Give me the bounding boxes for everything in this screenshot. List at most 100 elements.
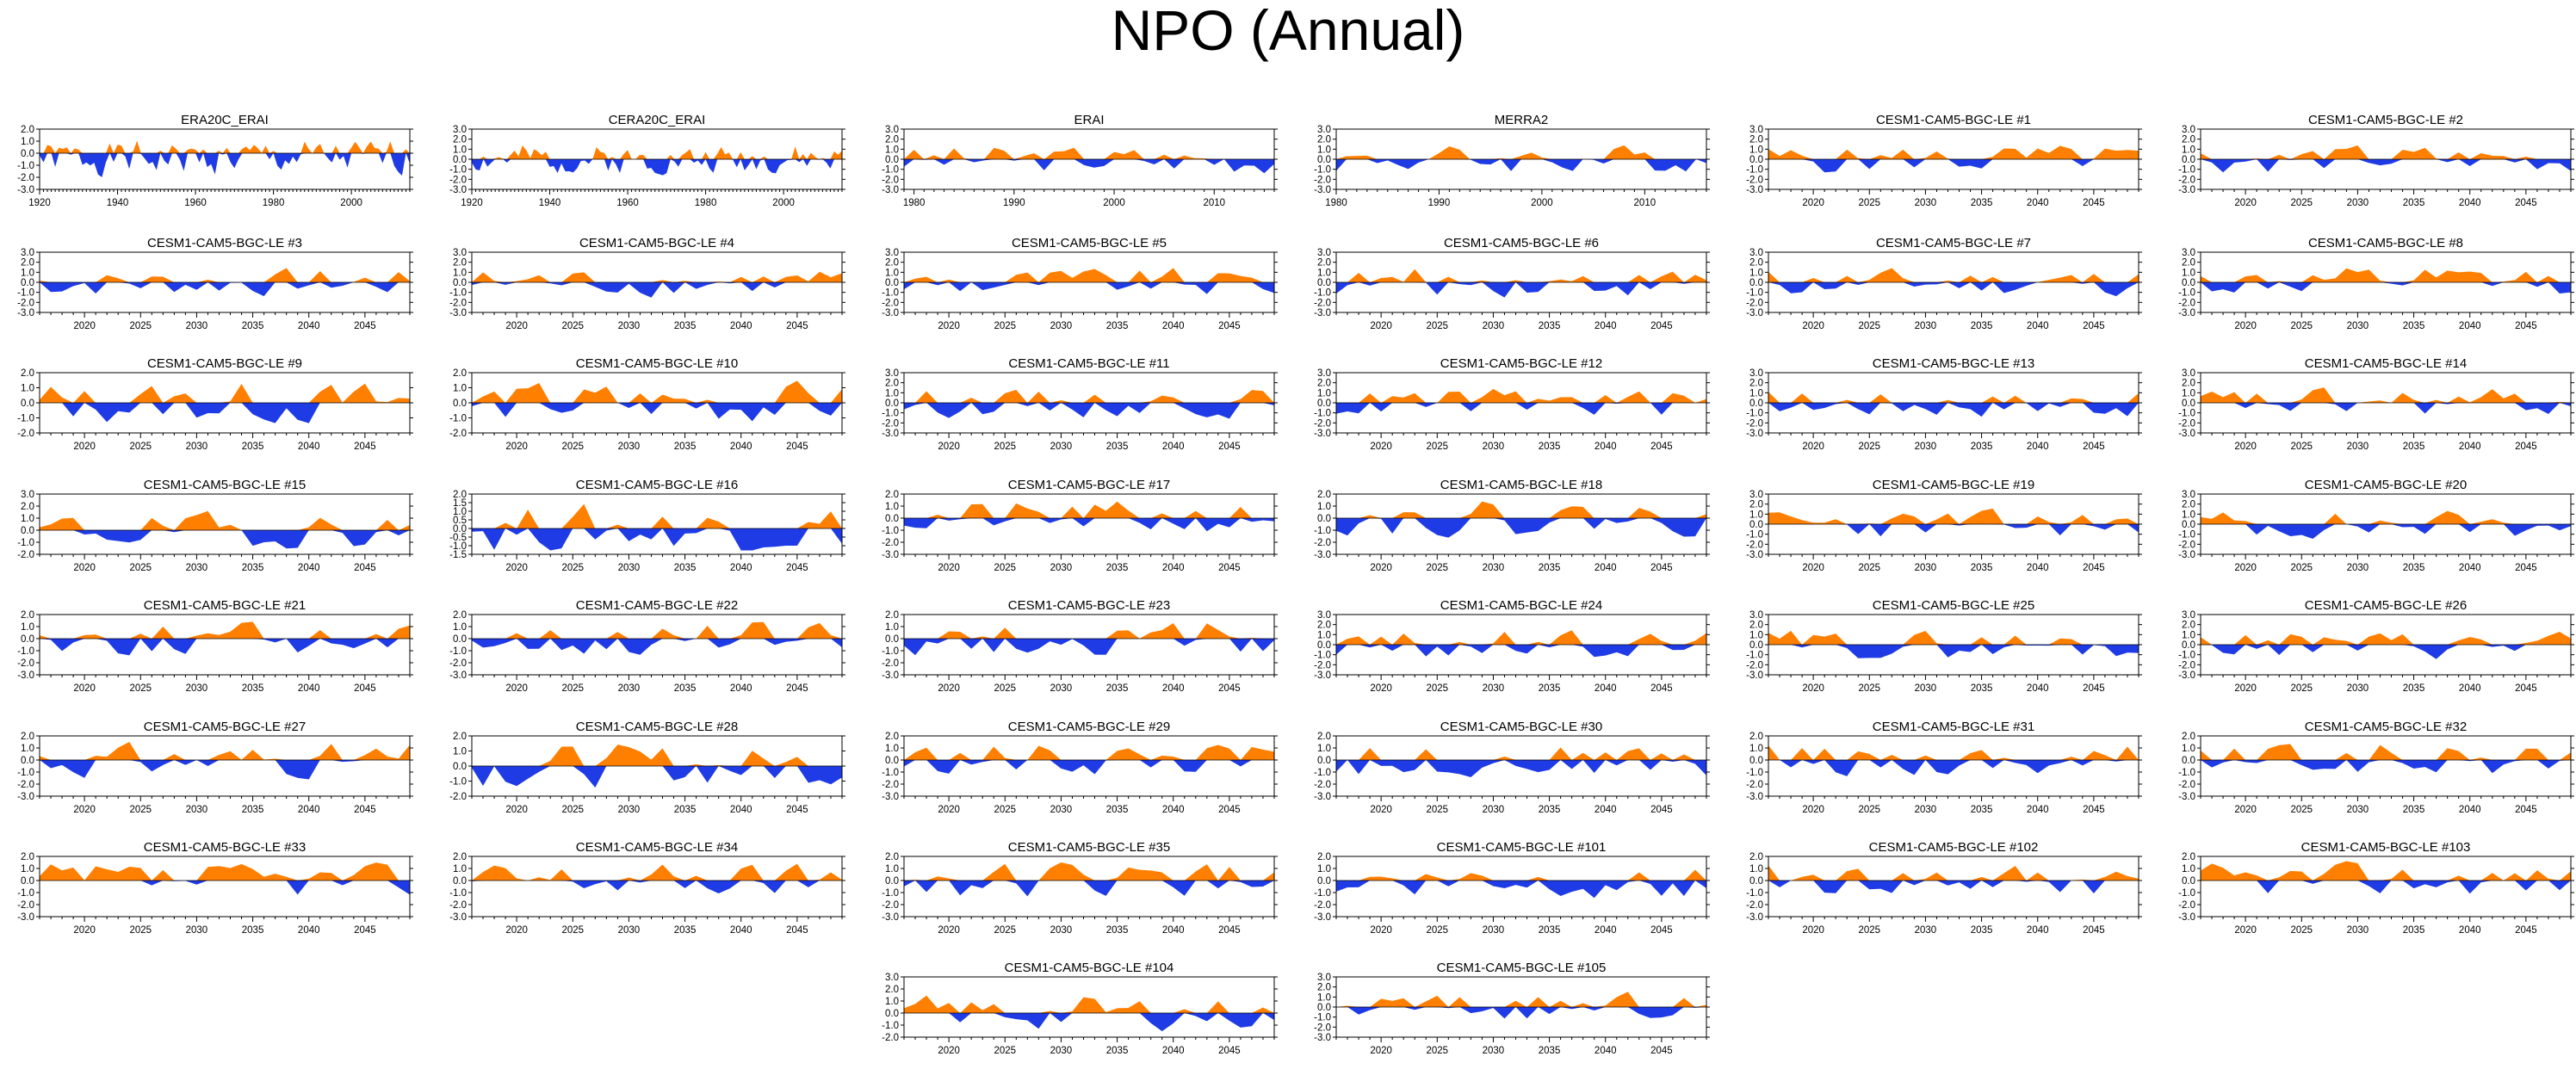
y-tick-label: 2.0 <box>2182 852 2195 862</box>
x-tick-label: 2030 <box>1050 442 1073 452</box>
x-tick-label: 2025 <box>129 683 152 694</box>
y-tick-label: 1.0 <box>2182 864 2195 874</box>
x-tick-label: 2020 <box>1370 1046 1392 1056</box>
x-tick-label: 2030 <box>618 321 641 331</box>
x-tick-label: 2020 <box>73 563 96 573</box>
positive-area <box>904 745 1274 760</box>
panel-7: CESM1-CAM5-BGC-LE #3 -3.0-2.0-1.00.01.02.… <box>17 236 413 331</box>
x-tick-label: 2025 <box>2290 442 2313 452</box>
y-tick-label: -3.0 <box>449 185 467 195</box>
x-tick-label: 2035 <box>1971 563 1993 573</box>
y-tick-label: 0.0 <box>21 634 34 645</box>
plot-frame <box>903 856 1275 918</box>
x-tick-label: 2020 <box>505 563 528 573</box>
positive-area <box>1336 630 1706 645</box>
y-tick-label: -3.0 <box>882 185 899 195</box>
y-tick-label: 0.0 <box>1749 876 1763 887</box>
y-tick-label: -3.0 <box>1314 308 1331 318</box>
panel-title: CESM1-CAM5-BGC-LE #5 <box>1012 236 1167 250</box>
x-tick-label: 2035 <box>674 321 697 331</box>
y-tick-label: 3.0 <box>885 973 899 983</box>
x-tick-label: 2035 <box>1539 321 1561 331</box>
x-tick-label: 2035 <box>674 563 697 573</box>
x-tick-label: 2040 <box>1162 321 1185 331</box>
y-tick-label: 2.0 <box>1749 732 1763 742</box>
x-tick-label: 2035 <box>1539 683 1561 694</box>
plot-frame <box>39 735 411 797</box>
panel-9: CESM1-CAM5-BGC-LE #5 -3.0-2.0-1.00.01.02.… <box>882 236 1278 331</box>
x-tick-label: 2040 <box>1162 683 1185 694</box>
y-tick-label: -3.0 <box>1314 912 1331 923</box>
x-tick-label: 2035 <box>674 925 697 936</box>
x-tick-label: 2035 <box>1539 442 1561 452</box>
y-tick-label: 1.0 <box>453 864 467 874</box>
y-tick-label: 2.0 <box>1749 852 1763 862</box>
negative-area <box>1336 518 1706 538</box>
x-tick-label: 2030 <box>2347 683 2369 694</box>
panel-6: CESM1-CAM5-BGC-LE #2 -3.0-2.0-1.00.01.02.… <box>2178 113 2574 208</box>
x-tick-label: 2035 <box>1106 805 1129 815</box>
x-tick-label: 2040 <box>298 563 320 573</box>
y-tick-label: 0.0 <box>1749 399 1763 409</box>
negative-area <box>472 528 842 551</box>
positive-area <box>472 745 842 766</box>
x-tick-label: 2025 <box>1426 805 1448 815</box>
y-tick-label: 0.0 <box>1749 278 1763 288</box>
y-tick-label: 0.0 <box>2182 640 2195 651</box>
y-tick-label: 0.0 <box>1317 514 1331 524</box>
y-tick-label: 2.0 <box>2182 258 2195 269</box>
x-tick-label: 2025 <box>994 805 1016 815</box>
negative-area <box>40 639 410 656</box>
x-tick-label: 2020 <box>2234 683 2257 694</box>
x-tick-label: 2045 <box>354 321 376 331</box>
y-tick-label: -2.0 <box>449 900 467 911</box>
y-tick-label: -2.0 <box>1746 660 1763 670</box>
panel-40: CESM1-CAM5-BGC-LE #101 -3.0-2.0-1.00.0 1.0… <box>1314 840 1710 936</box>
y-tick-label: 1.0 <box>1317 630 1331 640</box>
x-tick-label: 2035 <box>2403 563 2425 573</box>
y-tick-label: 0.0 <box>1749 520 1763 530</box>
negative-area <box>1768 403 2139 417</box>
x-tick-label: 2035 <box>674 442 697 452</box>
x-tick-label: 2045 <box>1218 805 1241 815</box>
x-tick-label: 2030 <box>1050 683 1073 694</box>
panel-13: CESM1-CAM5-BGC-LE #9 -2.0 -1.0 0.0 1.0 2.0 202… <box>17 356 413 452</box>
y-tick-label: -3.0 <box>1746 429 1763 439</box>
panel-15: CESM1-CAM5-BGC-LE #11-3.0-2.0-1.00.01.02… <box>882 356 1278 452</box>
y-tick-label: 1.0 <box>21 864 34 874</box>
panel-21: CESM1-CAM5-BGC-LE #17 -3.0 -2.0 -1.0 0.0 1.0 2… <box>882 478 1278 573</box>
x-tick-label: 2030 <box>1050 321 1073 331</box>
y-tick-label: -1.0 <box>17 414 34 424</box>
negative-area <box>2201 645 2571 659</box>
y-tick-label: 1.0 <box>2182 268 2195 278</box>
y-tick-label: 1.0 <box>1317 864 1331 874</box>
panel-title: CESM1-CAM5-BGC-LE #102 <box>1869 840 2039 855</box>
y-tick-label: -1.0 <box>1314 409 1331 419</box>
y-tick-label: -1.0 <box>1746 530 1763 541</box>
y-tick-label: 3.0 <box>1317 125 1331 135</box>
panel-title: CESM1-CAM5-BGC-LE #26 <box>2305 598 2467 613</box>
x-tick-label: 2045 <box>786 805 808 815</box>
y-tick-label: -2.0 <box>882 418 899 429</box>
y-tick-label: -2.0 <box>449 175 467 185</box>
panel-12: CESM1-CAM5-BGC-LE #8 -3.0-2.0-1.00.01.02.… <box>2178 236 2574 331</box>
y-tick-label: 2.0 <box>1749 379 1763 389</box>
y-tick-label: 3.0 <box>2182 125 2195 135</box>
y-tick-label: -1.5 <box>449 550 467 560</box>
x-tick-label: 2020 <box>1802 198 1824 208</box>
panel-27: CESM1-CAM5-BGC-LE #23-3.0-2.0-1.00.01.02… <box>882 598 1278 694</box>
positive-area <box>40 510 410 530</box>
panel-22: CESM1-CAM5-BGC-LE #18 -3.0 -2.0 -1.0 0.0 1.0 2… <box>1314 478 1710 573</box>
y-tick-label: 0.0 <box>885 514 899 524</box>
panel-11: CESM1-CAM5-BGC-LE #7 -3.0-2.0-1.00.01.02.… <box>1746 236 2142 331</box>
positive-area <box>1768 145 2139 159</box>
y-tick-label: 1.0 <box>1749 145 1763 155</box>
y-tick-label: 0.0 <box>1749 756 1763 766</box>
panel-title: CESM1-CAM5-BGC-LE #4 <box>579 236 734 250</box>
y-tick-label: 2.0 <box>2182 621 2195 631</box>
panel-title: CESM1-CAM5-BGC-LE #12 <box>1440 356 1602 371</box>
y-tick-label: -2.0 <box>1746 175 1763 185</box>
panel-4: MERRA2 -3.0-2.0-1.00.01.02.03.0 1980 1990 20… <box>1314 113 1710 208</box>
x-tick-label: 2035 <box>1971 198 1993 208</box>
y-tick-label: 0.0 <box>885 155 899 165</box>
